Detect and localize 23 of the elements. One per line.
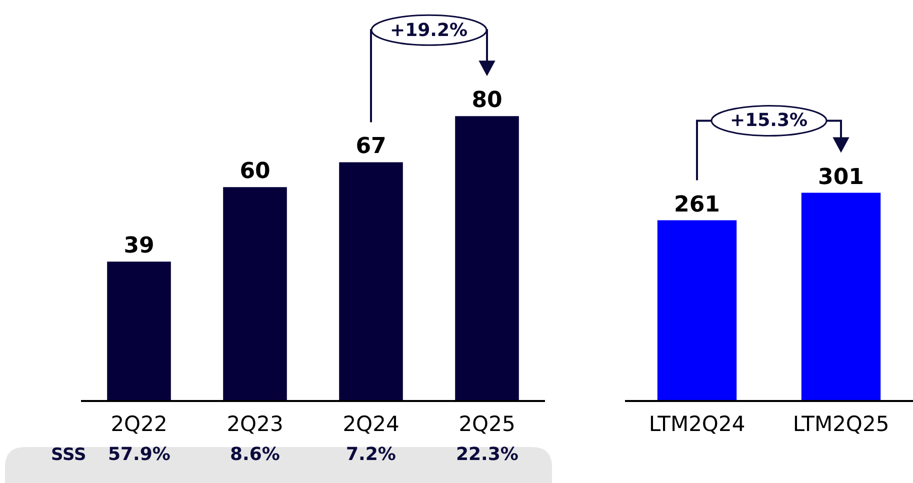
data-label: 67: [356, 134, 386, 160]
x-tick-label: 2Q23: [226, 412, 284, 436]
data-label: 80: [472, 88, 502, 114]
x-tick-label: 2Q22: [110, 412, 168, 436]
bar: [455, 116, 519, 400]
data-label: 60: [240, 159, 270, 184]
x-tick-label: 2Q24: [342, 412, 400, 436]
x-tick-label: LTM2Q25: [792, 412, 890, 436]
text: 22.3%: [456, 444, 518, 465]
data-label: 39: [124, 234, 154, 259]
text: 7.2%: [346, 444, 396, 465]
bar: [107, 262, 171, 400]
x-tick-label: 2Q25: [458, 412, 516, 436]
data-label: 301: [818, 164, 864, 190]
text: +19.2%: [390, 20, 468, 41]
text: 8.6%: [230, 444, 280, 465]
text: +15.3%: [730, 110, 808, 131]
bar: [339, 162, 403, 400]
text: 57.9%: [108, 444, 170, 465]
bar: [223, 187, 287, 400]
data-label: 261: [674, 192, 720, 218]
text: SSS: [51, 445, 86, 465]
x-tick-label: LTM2Q24: [648, 412, 746, 436]
